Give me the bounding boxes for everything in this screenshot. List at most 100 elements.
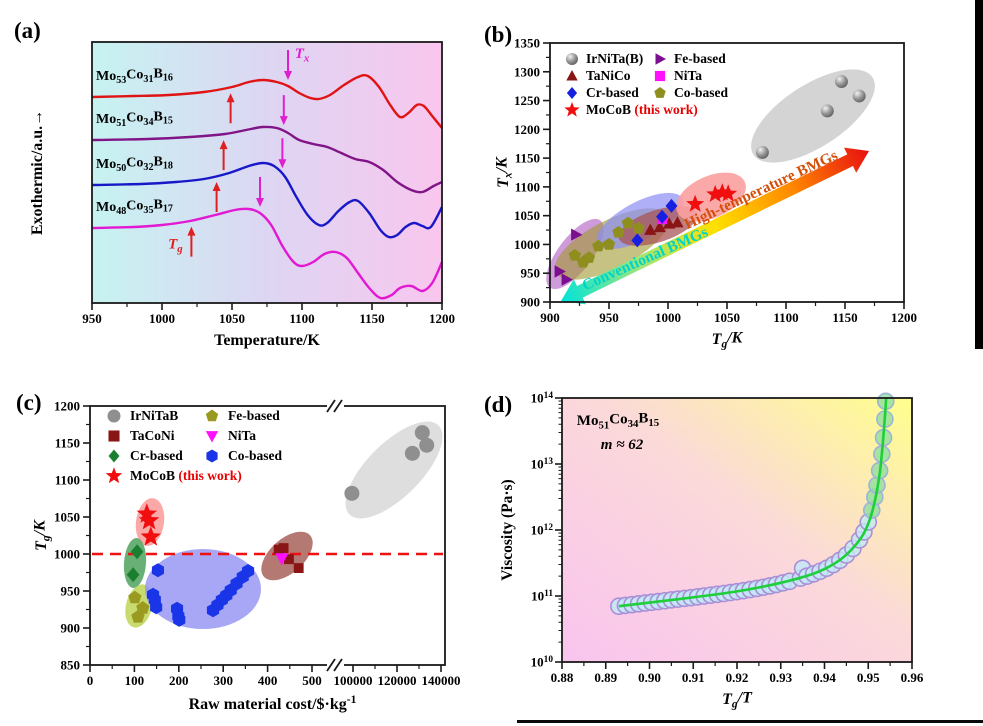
x-tick-label: 1200 xyxy=(891,310,917,325)
legend-marker-cr xyxy=(108,449,120,463)
legend-marker-irnitab xyxy=(566,53,578,65)
y-tick-label: 1050 xyxy=(54,510,80,525)
fe-point-0 xyxy=(128,590,142,604)
panel-c: 0 100 200 300 400 500 100000 120000 140000 850 900… xyxy=(32,399,461,714)
cr-point-0 xyxy=(130,544,144,560)
mocob-point-1 xyxy=(706,184,725,202)
dsc-curve-0 xyxy=(91,73,443,129)
x-tick-label: 1150 xyxy=(359,311,384,326)
dsc-curve-1 xyxy=(91,125,443,194)
panel-b-ellipse-5 xyxy=(751,69,875,163)
legend-marker-taconi xyxy=(108,430,120,442)
taconi-point-3 xyxy=(293,563,304,573)
tanico-point-1 xyxy=(653,220,666,233)
legend-label-irnitab: IrNiTaB xyxy=(130,408,178,423)
panel-c-ellipse-1 xyxy=(123,538,147,588)
cr-point-1 xyxy=(656,209,669,224)
legend-label-cr: Cr-based xyxy=(130,448,183,463)
legend-marker-tanico xyxy=(566,70,578,81)
y-tick-label: 1050 xyxy=(514,208,540,223)
fe-point-2 xyxy=(571,228,583,241)
legend-marker-co xyxy=(654,87,666,98)
panel-a-label: (a) xyxy=(14,18,41,43)
panel-d: 0.88 0.89 0.90 0.91 0.92 0.93 0.94 0.95 0.96 1010… xyxy=(499,391,924,711)
panel-a-plot-bg xyxy=(92,42,442,303)
tg-annotation: Tg xyxy=(168,237,183,255)
x-tick-label: 1150 xyxy=(832,310,857,325)
vft-fit-line xyxy=(618,397,888,608)
y-tick-label: 950 xyxy=(521,266,541,281)
fe-point-1 xyxy=(561,273,573,286)
x-tick-label: 120000 xyxy=(378,673,417,688)
panel-c-ellipse-5 xyxy=(345,421,443,519)
legend-marker-cr xyxy=(566,87,578,99)
panel-b-ellipse-4 xyxy=(676,172,746,222)
x-tick-label: 900 xyxy=(540,310,560,325)
x-tick-label: 1200 xyxy=(429,311,455,326)
panel-d-label: (d) xyxy=(484,392,513,417)
tg-arrowhead xyxy=(226,93,235,103)
x-tick-label: 1050 xyxy=(714,310,740,325)
legend-label-co: Co-based xyxy=(228,448,282,463)
y-tick-label: 950 xyxy=(61,584,81,599)
fe-point-1 xyxy=(136,601,150,614)
irnitab-point-0 xyxy=(755,145,769,159)
page-bottom-rule xyxy=(517,720,983,723)
irnitab-point-3 xyxy=(419,437,435,453)
tx-arrowhead xyxy=(256,198,264,207)
x-tick-label: 1050 xyxy=(219,311,245,326)
y-tick-label: 1350 xyxy=(514,36,540,51)
dsc-curve-2 xyxy=(91,161,444,239)
tanico-point-3 xyxy=(671,216,684,228)
x-tick-label: 400 xyxy=(258,673,278,688)
irnitab-point-2 xyxy=(414,425,430,441)
legend-marker-nita xyxy=(654,70,666,82)
panel-d-x-title: Tg/T xyxy=(722,690,753,711)
x-tick-label: 950 xyxy=(599,310,619,325)
y-tick-label: 1200 xyxy=(514,122,540,137)
co-point-4 xyxy=(602,237,616,250)
co-point-3 xyxy=(592,239,605,252)
co-point-5 xyxy=(612,225,625,238)
legend-marker-nita xyxy=(205,431,219,443)
tg-arrowhead xyxy=(212,182,221,191)
legend-label-nita: NiTa xyxy=(674,68,702,83)
x-tick-label: 100000 xyxy=(334,673,373,688)
x-tick-label: 300 xyxy=(213,673,233,688)
tx-annotation: Tx xyxy=(295,46,310,64)
co-point-6 xyxy=(621,216,635,229)
axis-break-slash xyxy=(326,658,336,672)
legend-marker-mocob xyxy=(564,101,580,117)
x-tick-label: 0 xyxy=(87,673,94,688)
axis-break-slash xyxy=(326,399,336,413)
co-point-0 xyxy=(151,563,164,578)
legend-label-irnitab: IrNiTa(B) xyxy=(586,51,643,66)
curve-label-2: Mo50Co32B18 xyxy=(96,154,173,174)
mocob-point-0 xyxy=(136,503,158,523)
legend-label-nita: NiTa xyxy=(228,428,256,443)
x-tick-label: 950 xyxy=(82,311,102,326)
panel-b-x-title: Tg/K xyxy=(712,330,744,351)
y-tick-label: 1011 xyxy=(531,589,553,604)
y-tick-label: 1013 xyxy=(531,457,554,472)
panel-d-plot-bg xyxy=(562,398,912,662)
panel-d-fragility: m ≈ 62 xyxy=(601,437,644,453)
legend-marker-fe xyxy=(655,53,666,65)
dsc-curve-3 xyxy=(91,207,444,300)
curve-label-0: Mo53Co31B16 xyxy=(96,66,173,86)
curve-label-1: Mo51Co34B15 xyxy=(96,109,173,129)
taconi-point-2 xyxy=(283,554,294,565)
legend-label-fe: Fe-based xyxy=(228,408,280,423)
panel-a: Mo53Co31B16 Tx Mo51Co34B15 Mo50Co32B18 Mo48C… xyxy=(29,41,455,349)
y-tick-label: 1000 xyxy=(54,547,80,562)
legend-marker-co xyxy=(206,449,218,463)
x-tick-label: 0.90 xyxy=(638,670,661,685)
y-tick-label: 1150 xyxy=(55,436,80,451)
panel-c-label: (c) xyxy=(16,390,42,415)
panel-b-y-title: Tx/K xyxy=(494,156,515,188)
fe-point-2 xyxy=(131,609,145,623)
x-tick-label: 0.95 xyxy=(857,670,880,685)
co-point-3 xyxy=(150,600,163,615)
